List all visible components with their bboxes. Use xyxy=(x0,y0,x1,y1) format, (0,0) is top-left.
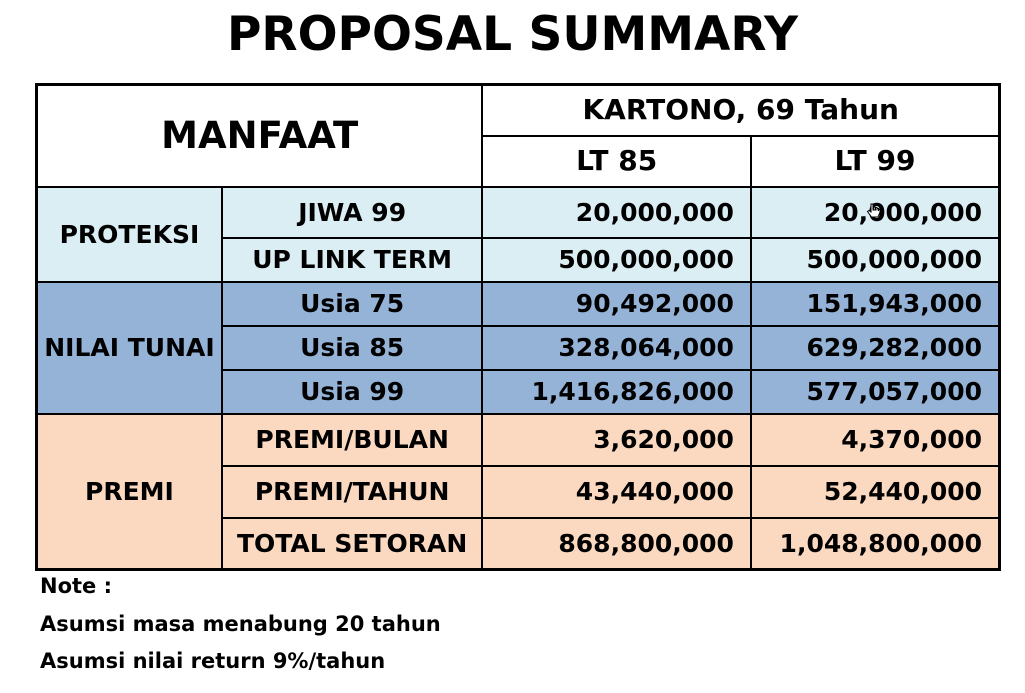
header-plan-lt85: LT 85 xyxy=(481,134,752,188)
table-row: NILAI TUNAI Usia 75 90,492,000 151,943,0… xyxy=(35,280,1001,415)
hand-pointer-icon xyxy=(866,203,881,218)
note-line: Asumsi nilai return 9%/tahun xyxy=(40,649,386,673)
group-label-proteksi: PROTEKSI xyxy=(35,185,223,283)
value-lt99: 52,440,000 xyxy=(749,464,1001,519)
value-lt85: 500,000,000 xyxy=(481,236,752,283)
value-lt85: 868,800,000 xyxy=(481,516,752,571)
value-lt99: 577,057,000 xyxy=(749,368,1001,415)
row-label: PREMI/TAHUN xyxy=(220,464,484,519)
row-label: JIWA 99 xyxy=(220,185,484,239)
row-label: Usia 85 xyxy=(220,324,484,371)
value-lt99: 151,943,000 xyxy=(749,280,1001,327)
value-lt99: 1,048,800,000 xyxy=(749,516,1001,571)
value-lt85: 90,492,000 xyxy=(481,280,752,327)
proposal-summary-table: MANFAAT KARTONO, 69 Tahun LT 85 LT 99 PR… xyxy=(35,83,1001,571)
table-row: UP LINK TERM 500,000,000 500,000,000 xyxy=(36,236,1001,283)
row-label: TOTAL SETORAN xyxy=(220,516,484,571)
value-lt85: 43,440,000 xyxy=(481,464,752,519)
row-label: Usia 99 xyxy=(220,368,484,415)
note-line: Asumsi masa menabung 20 tahun xyxy=(40,612,441,636)
table-row: PROTEKSI JIWA 99 20,000,000 20,000,000 xyxy=(35,185,1001,283)
value-lt85: 1,416,826,000 xyxy=(481,368,752,415)
note-heading: Note : xyxy=(40,574,112,598)
page-title: PROPOSAL SUMMARY xyxy=(226,7,799,62)
row-label: PREMI/BULAN xyxy=(220,412,484,467)
value-lt99: 629,282,000 xyxy=(749,324,1001,371)
value-lt99: 20,000,000 xyxy=(749,185,1001,239)
header-manfaat: MANFAAT xyxy=(35,83,484,188)
row-label: Usia 75 xyxy=(220,280,484,327)
value-lt85: 328,064,000 xyxy=(481,324,752,371)
value-lt99: 500,000,000 xyxy=(749,236,1001,283)
row-label: UP LINK TERM xyxy=(220,236,484,283)
group-label-premi: PREMI xyxy=(35,412,223,571)
header-client: KARTONO, 69 Tahun xyxy=(481,83,1001,137)
group-label-nilai-tunai: NILAI TUNAI xyxy=(35,280,223,415)
table-row: PREMI PREMI/BULAN 3,620,000 4,370,000 xyxy=(35,412,1001,571)
value-lt85: 20,000,000 xyxy=(481,185,752,239)
header-plan-lt99: LT 99 xyxy=(749,134,1001,188)
value-lt85: 3,620,000 xyxy=(481,412,752,467)
value-lt99: 4,370,000 xyxy=(749,412,1001,467)
